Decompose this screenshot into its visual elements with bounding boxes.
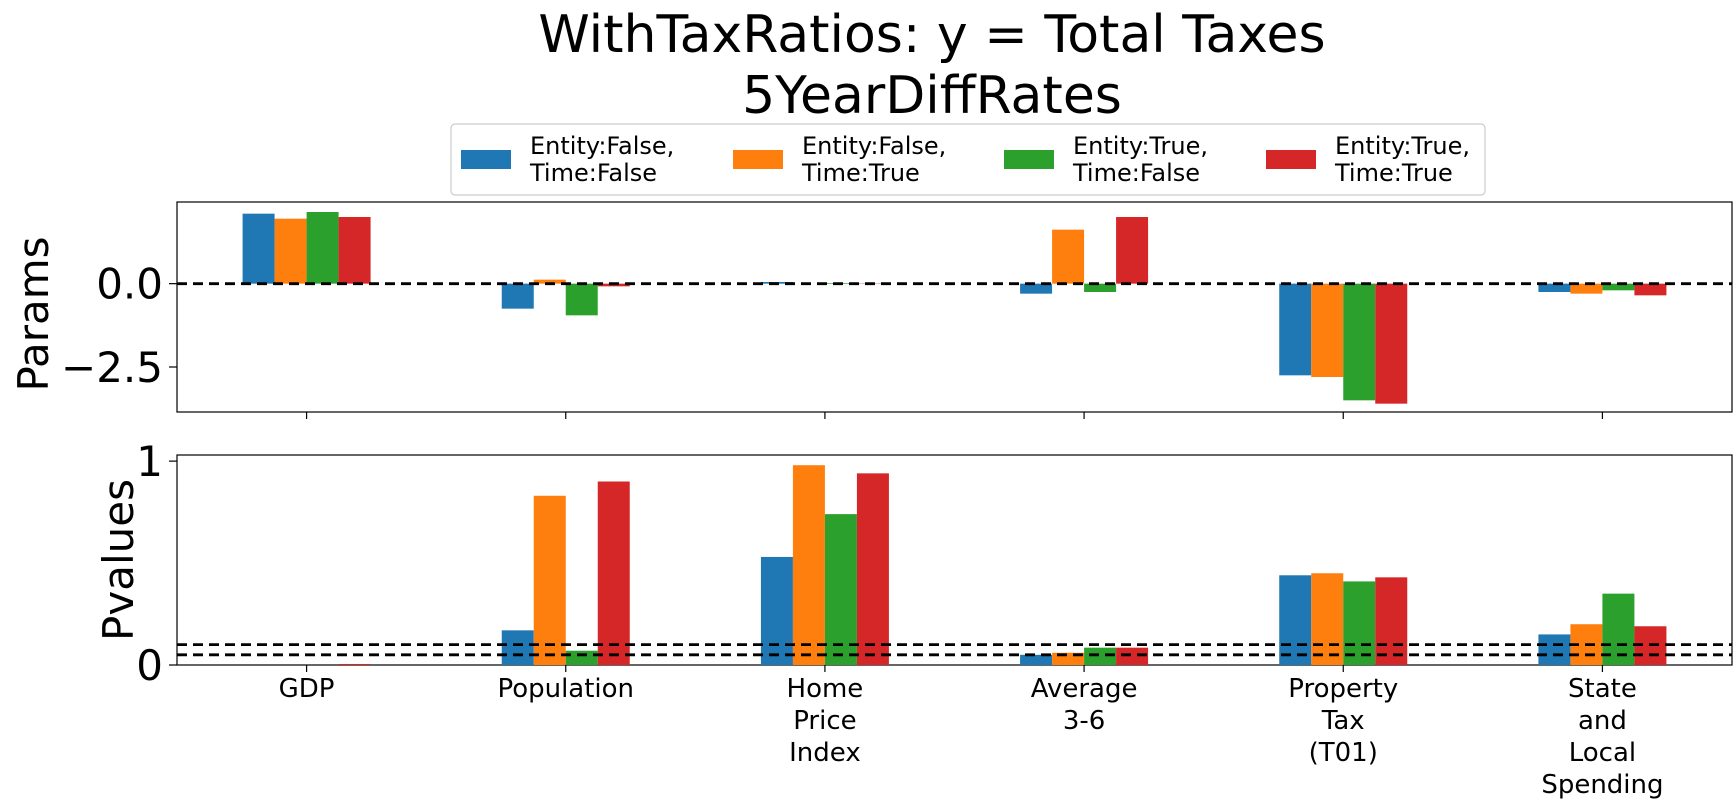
params-bar bbox=[1570, 283, 1603, 294]
params-bar bbox=[1084, 283, 1117, 292]
params-bar bbox=[338, 217, 371, 284]
pvalues-bar bbox=[1279, 575, 1312, 665]
category-label: Population bbox=[497, 674, 634, 704]
pvalues-bar bbox=[338, 663, 371, 665]
category-label: (T01) bbox=[1309, 738, 1378, 768]
params-bar bbox=[274, 218, 307, 284]
params-bar bbox=[533, 279, 566, 284]
legend-swatch bbox=[1266, 150, 1316, 169]
pvalues-bar bbox=[856, 473, 889, 665]
params-bar bbox=[1343, 283, 1376, 401]
category-label: GDP bbox=[279, 674, 335, 704]
legend-label-line1: Entity:False, bbox=[530, 132, 674, 160]
legend-label-line2: Time:True bbox=[801, 159, 920, 187]
category-label: Average bbox=[1031, 674, 1138, 704]
pvalues-bar bbox=[501, 630, 534, 665]
pvalues-bar bbox=[824, 514, 857, 665]
category-label: 3-6 bbox=[1063, 706, 1105, 736]
pvalues-bar bbox=[597, 481, 630, 665]
pvalues-ylabel: Pvalues bbox=[94, 479, 143, 641]
pvalues-bar bbox=[1084, 647, 1117, 665]
params-ylabel: Params bbox=[9, 237, 58, 392]
category-label: Tax bbox=[1321, 706, 1365, 736]
params-bar bbox=[1634, 283, 1667, 296]
params-ytick-label: −2.5 bbox=[61, 343, 163, 392]
params-bar bbox=[1116, 217, 1149, 284]
params-axis: 0.0 −2.5 bbox=[61, 260, 1732, 419]
params-bar bbox=[1020, 283, 1053, 294]
pvalues-bar bbox=[1311, 573, 1344, 665]
pvalues-ytick-label: 1 bbox=[136, 437, 163, 486]
params-bar bbox=[1538, 283, 1571, 292]
category-label: Local bbox=[1569, 738, 1636, 768]
legend-swatch bbox=[461, 150, 511, 169]
category-label: Property bbox=[1288, 674, 1398, 704]
pvalues-bar bbox=[565, 650, 598, 665]
legend: Entity:False,Time:FalseEntity:False,Time… bbox=[450, 123, 1486, 196]
category-label: Index bbox=[789, 738, 861, 768]
legend-label-line1: Entity:False, bbox=[802, 132, 946, 160]
params-bar bbox=[1602, 283, 1635, 291]
params-bar bbox=[242, 213, 275, 284]
pvalues-plot-frame bbox=[176, 454, 1733, 666]
chart-title-line2: 5YearDiffRates bbox=[742, 66, 1122, 126]
params-ytick-label: 0.0 bbox=[96, 260, 163, 309]
legend-label-line2: Time:False bbox=[1072, 159, 1200, 187]
params-bar bbox=[306, 212, 339, 284]
legend-label-line2: Time:True bbox=[1334, 159, 1453, 187]
pvalues-bar bbox=[760, 556, 793, 665]
category-label: Home bbox=[787, 674, 864, 704]
pvalues-bar bbox=[1602, 593, 1635, 665]
legend-swatch bbox=[1004, 150, 1054, 169]
params-bar bbox=[565, 283, 598, 316]
category-label: State bbox=[1568, 674, 1637, 704]
pvalues-bar bbox=[533, 495, 566, 665]
pvalues-bar bbox=[1375, 577, 1408, 665]
params-bar bbox=[1375, 283, 1408, 404]
pvalues-bar bbox=[1020, 654, 1053, 665]
params-bar bbox=[1311, 283, 1344, 377]
params-bars bbox=[242, 212, 1667, 404]
category-label: Spending bbox=[1541, 770, 1663, 800]
params-bar bbox=[1052, 229, 1085, 284]
legend-label-line2: Time:False bbox=[529, 159, 657, 187]
legend-frame bbox=[450, 123, 1486, 196]
category-label: Price bbox=[793, 706, 856, 736]
chart-title-line1: WithTaxRatios: y = Total Taxes bbox=[538, 5, 1325, 65]
legend-swatch bbox=[733, 150, 783, 169]
params-bar bbox=[1279, 283, 1312, 376]
pvalues-bars bbox=[338, 465, 1667, 665]
params-bar bbox=[501, 283, 534, 309]
pvalues-axis: 01 bbox=[136, 437, 1732, 690]
legend-label-line1: Entity:True, bbox=[1335, 132, 1470, 160]
legend-label-line1: Entity:True, bbox=[1073, 132, 1208, 160]
category-label: and bbox=[1578, 706, 1627, 736]
pvalues-bar bbox=[1343, 581, 1376, 665]
pvalues-bar bbox=[1538, 634, 1571, 665]
pvalues-bar bbox=[1116, 647, 1149, 665]
pvalues-ytick-label: 0 bbox=[136, 641, 163, 690]
pvalues-bar bbox=[792, 465, 825, 665]
params-plot-frame bbox=[176, 201, 1733, 413]
